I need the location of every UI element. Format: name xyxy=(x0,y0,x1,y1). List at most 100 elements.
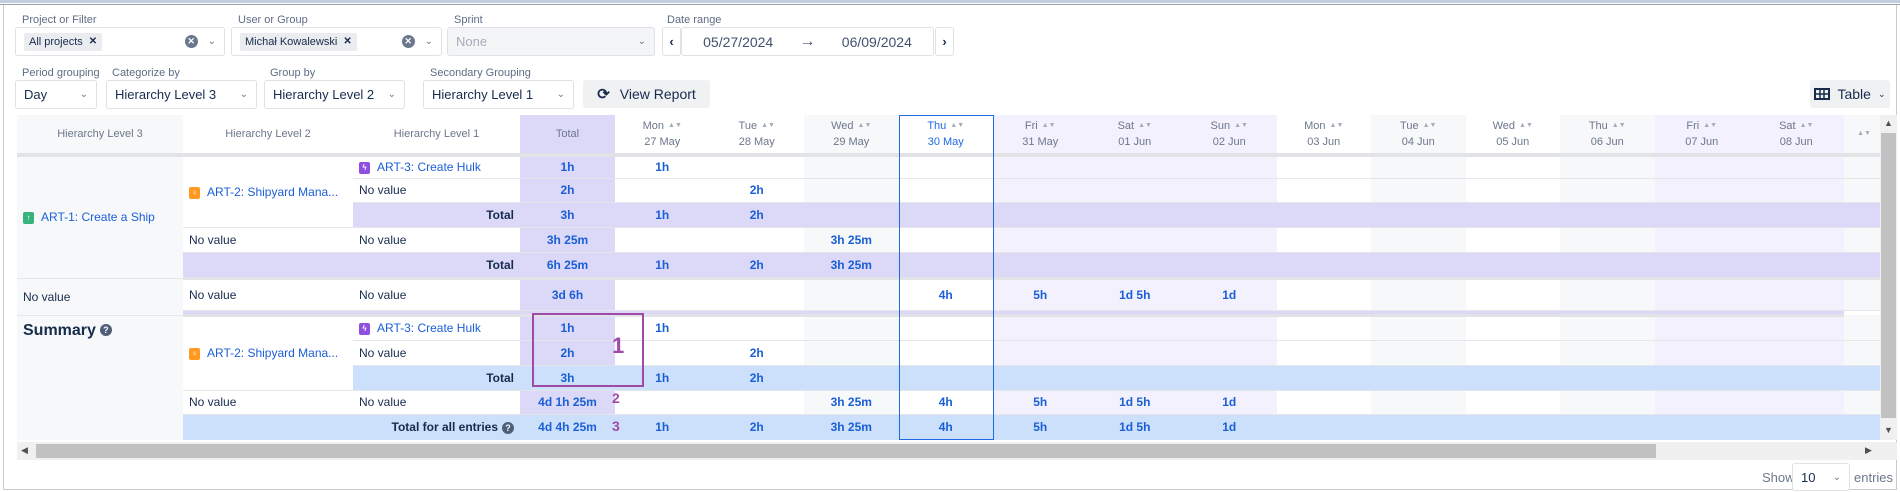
day-cell: 1h xyxy=(615,365,710,391)
sprint-select[interactable]: None ⌄ xyxy=(447,27,655,56)
vertical-scrollbar[interactable]: ▲ ▼ xyxy=(1880,115,1897,440)
view-mode-button[interactable]: Table ⌄ xyxy=(1810,80,1890,108)
issue-link[interactable]: ART-2: Shipyard Mana... xyxy=(207,346,339,360)
clear-icon[interactable]: ✕ xyxy=(184,35,198,48)
column-header[interactable]: Hierarchy Level 3 xyxy=(17,115,183,157)
hierarchy-cell[interactable]: ♀ ART-2: Shipyard Mana... xyxy=(183,315,353,391)
day-column-header[interactable]: Fri ▲▼ 31 May xyxy=(993,115,1088,157)
next-range-button[interactable]: › xyxy=(935,27,954,56)
help-icon[interactable]: ? xyxy=(502,421,514,434)
issue-link[interactable]: ART-1: Create a Ship xyxy=(41,210,155,225)
day-cell xyxy=(1654,390,1749,415)
day-cell xyxy=(1087,178,1182,203)
horizontal-scrollbar[interactable]: ◀ ▶ xyxy=(17,442,1897,460)
secondary-value: Hierarchy Level 1 xyxy=(432,87,534,102)
sort-icon[interactable]: ▲▼ xyxy=(1799,122,1814,129)
day-column-header[interactable]: Thu ▲▼ 30 May xyxy=(898,115,993,157)
day-cell: 2h xyxy=(709,414,804,440)
sort-icon[interactable]: ▲▼ xyxy=(950,122,965,129)
sort-icon[interactable]: ▲▼ xyxy=(1703,122,1718,129)
hierarchy-cell[interactable]: ϟ ART-3: Create Hulk xyxy=(353,155,520,179)
day-cell xyxy=(993,340,1088,366)
total-cell: 6h 25m xyxy=(520,252,615,280)
day-column-header[interactable]: ▲▼ xyxy=(1843,115,1880,157)
column-header[interactable]: Hierarchy Level 2 xyxy=(183,115,353,157)
scroll-thumb[interactable] xyxy=(36,444,1656,458)
day-cell xyxy=(993,155,1088,179)
day-cell xyxy=(898,202,993,228)
user-filter-select[interactable]: Michał Kowalewski ✕ ✕ ⌄ xyxy=(231,27,442,56)
hierarchy-cell[interactable]: ↑ ART-1: Create a Ship xyxy=(17,155,183,279)
hierarchy-cell[interactable]: ♀ ART-2: Shipyard Mana... xyxy=(183,155,353,228)
day-cell: 1d 5h xyxy=(1087,278,1182,311)
chevron-down-icon[interactable]: ⌄ xyxy=(424,36,433,47)
day-cell xyxy=(1465,315,1560,341)
scroll-right-icon[interactable]: ▶ xyxy=(1865,445,1872,455)
clear-icon[interactable]: ✕ xyxy=(401,35,415,48)
project-filter-select[interactable]: All projects ✕ ✕ ⌄ xyxy=(15,27,225,56)
day-cell xyxy=(1560,414,1655,440)
table-row: No value 2h 2h xyxy=(17,340,1880,366)
sort-icon[interactable]: ▲▼ xyxy=(761,122,775,129)
day-column-header[interactable]: Sat ▲▼ 01 Jun xyxy=(1087,115,1182,157)
day-cell xyxy=(1654,252,1749,280)
day-column-header[interactable]: Fri ▲▼ 07 Jun xyxy=(1654,115,1749,157)
day-cell: 3h 25m xyxy=(804,414,899,440)
day-cell xyxy=(1654,227,1749,253)
end-date[interactable]: 06/09/2024 xyxy=(841,33,912,50)
day-column-header[interactable]: Wed ▲▼ 05 Jun xyxy=(1465,115,1560,157)
column-header[interactable]: Total xyxy=(520,115,615,157)
sort-icon[interactable]: ▲▼ xyxy=(1234,122,1248,129)
sort-icon[interactable]: ▲▼ xyxy=(1329,122,1344,129)
scroll-down-icon[interactable]: ▼ xyxy=(1884,425,1893,435)
prev-range-button[interactable]: ‹ xyxy=(662,27,681,56)
day-column-header[interactable]: Mon ▲▼ 27 May xyxy=(615,115,710,157)
day-cell: 4h xyxy=(898,278,993,311)
day-cell xyxy=(1749,155,1844,179)
sort-icon[interactable]: ▲▼ xyxy=(857,122,872,129)
scroll-up-icon[interactable]: ▲ xyxy=(1884,118,1893,128)
sort-icon[interactable]: ▲▼ xyxy=(1138,122,1152,129)
day-column-header[interactable]: Tue ▲▼ 04 Jun xyxy=(1371,115,1466,157)
group-band xyxy=(183,310,1844,317)
sort-icon[interactable]: ▲▼ xyxy=(1611,122,1626,129)
sort-icon[interactable]: ▲▼ xyxy=(1041,122,1056,129)
hierarchy-cell[interactable]: ϟ ART-3: Create Hulk xyxy=(353,315,520,341)
total-cell: 3h xyxy=(520,365,615,391)
sort-icon[interactable]: ▲▼ xyxy=(1857,130,1871,137)
sort-icon[interactable]: ▲▼ xyxy=(1519,122,1533,129)
day-cell xyxy=(804,315,899,341)
group-by-select[interactable]: Hierarchy Level 2 ⌄ xyxy=(264,80,405,109)
remove-chip-icon[interactable]: ✕ xyxy=(343,36,352,47)
period-select[interactable]: Day ⌄ xyxy=(15,80,97,109)
view-report-button[interactable]: ⟳ View Report xyxy=(583,80,710,108)
date: 30 May xyxy=(927,136,964,148)
day-cell xyxy=(1276,227,1371,253)
date-range-input[interactable]: 05/27/2024 → 06/09/2024 xyxy=(681,27,934,56)
categorize-select[interactable]: Hierarchy Level 3 ⌄ xyxy=(106,80,257,109)
issue-link[interactable]: ART-3: Create Hulk xyxy=(377,321,481,335)
help-icon[interactable]: ? xyxy=(99,324,112,337)
day-column-header[interactable]: Sun ▲▼ 02 Jun xyxy=(1182,115,1277,157)
page-size-select[interactable]: 10 ⌄ xyxy=(1792,463,1850,491)
day-cell xyxy=(898,340,993,366)
remove-chip-icon[interactable]: ✕ xyxy=(88,36,98,47)
day-column-header[interactable]: Sat ▲▼ 08 Jun xyxy=(1749,115,1844,157)
day-column-header[interactable]: Wed ▲▼ 29 May xyxy=(804,115,899,157)
day-cell xyxy=(1654,202,1749,228)
scroll-thumb[interactable] xyxy=(1881,133,1896,418)
sort-icon[interactable]: ▲▼ xyxy=(668,122,682,129)
start-date[interactable]: 05/27/2024 xyxy=(703,33,774,50)
day-cell: 1d xyxy=(1182,278,1277,311)
issue-link[interactable]: ART-2: Shipyard Mana... xyxy=(207,184,339,199)
day-column-header[interactable]: Thu ▲▼ 06 Jun xyxy=(1560,115,1655,157)
issue-link[interactable]: ART-3: Create Hulk xyxy=(377,160,481,175)
sort-icon[interactable]: ▲▼ xyxy=(1422,122,1437,129)
scroll-left-icon[interactable]: ◀ xyxy=(21,445,28,455)
secondary-select[interactable]: Hierarchy Level 1 ⌄ xyxy=(423,80,574,109)
day-column-header[interactable]: Mon ▲▼ 03 Jun xyxy=(1276,115,1371,157)
day-column-header[interactable]: Tue ▲▼ 28 May xyxy=(709,115,804,157)
chevron-down-icon[interactable]: ⌄ xyxy=(207,36,216,47)
hierarchy-cell: No value xyxy=(17,278,183,316)
column-header[interactable]: Hierarchy Level 1 xyxy=(353,115,520,157)
